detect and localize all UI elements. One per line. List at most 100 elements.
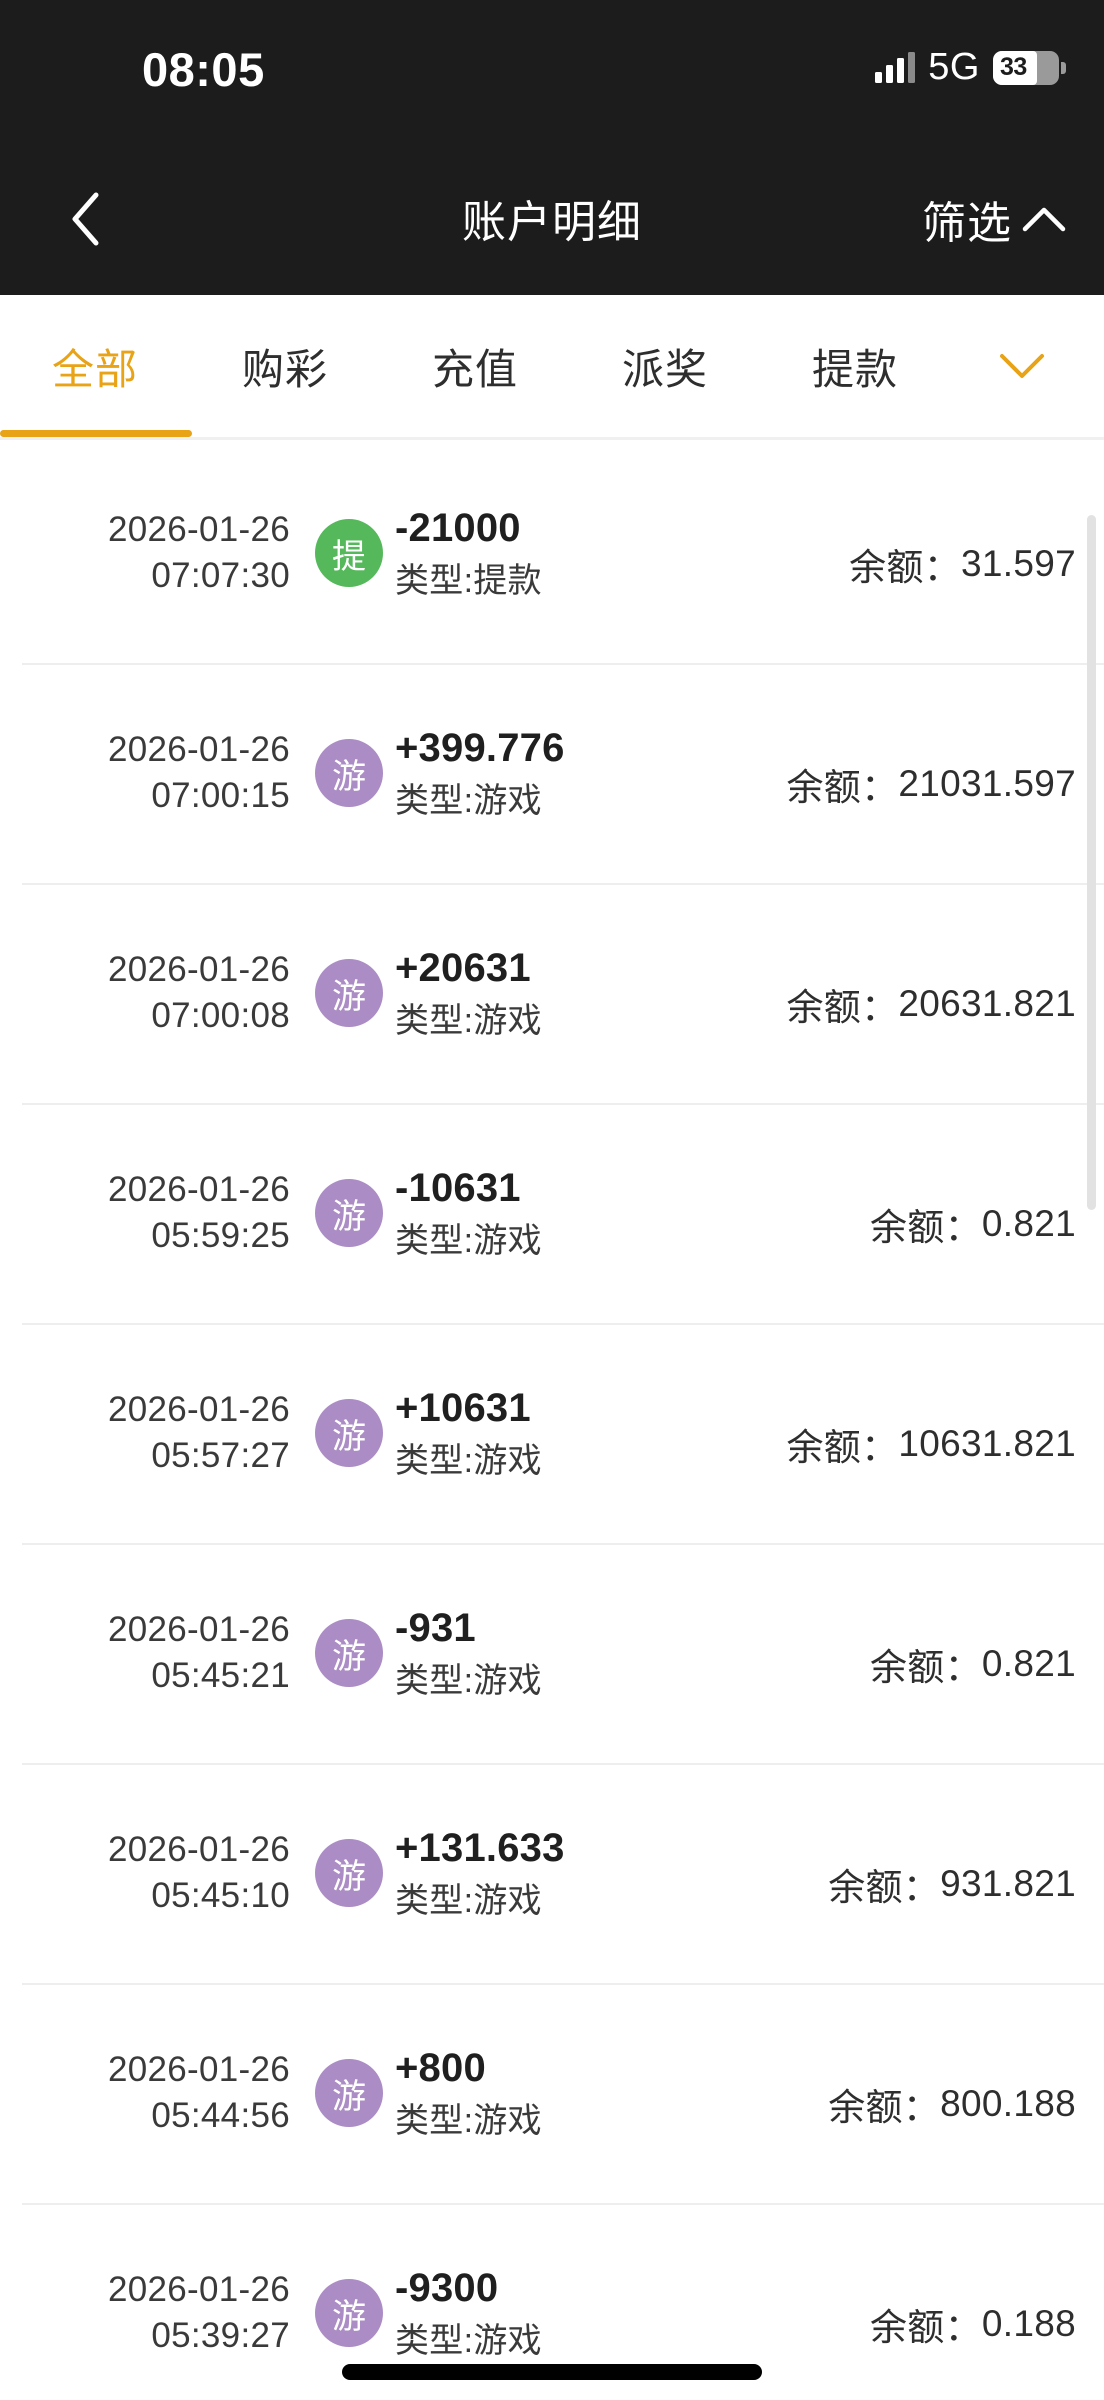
- app-header: 08:05 5G 33 账户明细 筛选: [0, 0, 1104, 295]
- transaction-balance: 余额： 21031.597: [725, 757, 1104, 811]
- filter-button[interactable]: 筛选: [922, 184, 1068, 254]
- balance-value: 800.188: [940, 2083, 1076, 2124]
- transaction-amount: +10631: [395, 1385, 531, 1430]
- table-row[interactable]: 2026-01-26 05:57:27 游 +10631 类型:游戏 余额： 1…: [0, 1323, 1104, 1543]
- transaction-date: 2026-01-26: [107, 729, 290, 769]
- balance-label: 余额：: [786, 767, 899, 808]
- balance-label: 余额：: [870, 1647, 982, 1688]
- signal-bars-icon: [875, 51, 916, 83]
- transaction-datetime: 2026-01-26 05:57:27: [0, 1387, 290, 1479]
- balance-value: 0.188: [981, 2303, 1076, 2344]
- table-row[interactable]: 2026-01-26 05:59:25 游 -10631 类型:游戏 余额： 0…: [0, 1103, 1104, 1323]
- status-indicators: 5G 33: [875, 46, 1066, 89]
- transaction-datetime: 2026-01-26 05:39:27: [0, 2267, 290, 2359]
- category-tab-bar: 全部 购彩 充值 派奖 提款: [0, 295, 1104, 440]
- chevron-up-icon: [1022, 207, 1066, 232]
- transaction-type-badge: 游: [315, 1619, 383, 1687]
- tab-list: 全部 购彩 充值 派奖 提款: [0, 295, 1104, 437]
- transaction-type-badge: 游: [315, 1179, 383, 1247]
- transaction-list[interactable]: 2026-01-26 07:07:30 提 -21000 类型:提款 余额： 3…: [0, 443, 1104, 2400]
- tab-all[interactable]: 全部: [51, 345, 138, 393]
- transaction-amount: +20631: [395, 945, 531, 990]
- back-button[interactable]: [50, 184, 120, 254]
- balance-value: 0.821: [981, 1203, 1076, 1244]
- transaction-main: -21000 类型:提款: [395, 503, 725, 603]
- navigation-bar: 账户明细 筛选: [0, 140, 1104, 295]
- tab-lottery-purchase[interactable]: 购彩: [241, 345, 328, 393]
- balance-value: 20631.821: [898, 983, 1076, 1024]
- chevron-left-icon: [72, 192, 99, 246]
- transaction-main: -9300 类型:游戏: [395, 2263, 725, 2363]
- transaction-time: 07:00:15: [151, 776, 290, 815]
- transaction-main: +399.776 类型:游戏: [395, 723, 725, 823]
- table-row[interactable]: 2026-01-26 05:45:10 游 +131.633 类型:游戏 余额：…: [0, 1763, 1104, 1983]
- table-row[interactable]: 2026-01-26 07:07:30 提 -21000 类型:提款 余额： 3…: [0, 443, 1104, 663]
- status-time: 08:05: [142, 43, 265, 96]
- tab-deposit[interactable]: 充值: [431, 345, 518, 393]
- tab-withdraw[interactable]: 提款: [811, 345, 898, 393]
- transaction-date: 2026-01-26: [107, 2049, 290, 2089]
- balance-label: 余额：: [828, 1867, 941, 1908]
- transaction-datetime: 2026-01-26 05:45:21: [0, 1607, 290, 1699]
- balance-value: 31.597: [961, 543, 1076, 584]
- active-tab-indicator: [0, 430, 192, 437]
- transaction-type-label: 类型:游戏: [395, 2321, 542, 2360]
- battery-icon: 33: [993, 50, 1066, 85]
- scrollbar-thumb[interactable]: [1087, 515, 1096, 1210]
- balance-label: 余额：: [870, 2307, 982, 2348]
- balance-label: 余额：: [786, 1427, 899, 1468]
- transaction-type-badge: 游: [315, 2279, 383, 2347]
- transaction-amount: +800: [395, 2045, 486, 2090]
- home-indicator[interactable]: [342, 2364, 762, 2380]
- transaction-datetime: 2026-01-26 07:07:30: [0, 507, 290, 599]
- tab-bar-divider: [0, 437, 1104, 440]
- transaction-date: 2026-01-26: [107, 1609, 290, 1649]
- table-row[interactable]: 2026-01-26 05:45:21 游 -931 类型:游戏 余额： 0.8…: [0, 1543, 1104, 1763]
- transaction-date: 2026-01-26: [107, 1829, 290, 1869]
- balance-label: 余额：: [870, 1207, 982, 1248]
- transaction-amount: -10631: [395, 1165, 521, 1210]
- transaction-type-label: 类型:游戏: [395, 1221, 542, 1260]
- balance-label: 余额：: [849, 547, 962, 588]
- tab-prize[interactable]: 派奖: [621, 345, 708, 393]
- transaction-type-badge: 游: [315, 739, 383, 807]
- table-row[interactable]: 2026-01-26 07:00:15 游 +399.776 类型:游戏 余额：…: [0, 663, 1104, 883]
- transaction-datetime: 2026-01-26 07:00:15: [0, 727, 290, 819]
- transaction-date: 2026-01-26: [107, 1169, 290, 1209]
- balance-label: 余额：: [786, 987, 899, 1028]
- transaction-balance: 余额： 20631.821: [725, 977, 1104, 1031]
- transaction-amount: -9300: [395, 2265, 499, 2310]
- transaction-amount: +131.633: [395, 1825, 565, 1870]
- transaction-type-badge: 提: [315, 519, 383, 587]
- transaction-amount: -21000: [395, 505, 521, 550]
- transaction-time: 07:07:30: [151, 556, 290, 595]
- transaction-date: 2026-01-26: [107, 509, 290, 549]
- transaction-main: +20631 类型:游戏: [395, 943, 725, 1043]
- table-row[interactable]: 2026-01-26 07:00:08 游 +20631 类型:游戏 余额： 2…: [0, 883, 1104, 1103]
- table-row[interactable]: 2026-01-26 05:39:27 游 -9300 类型:游戏 余额： 0.…: [0, 2203, 1104, 2400]
- transaction-balance: 余额： 0.821: [725, 1637, 1104, 1691]
- transaction-balance: 余额： 31.597: [725, 537, 1104, 591]
- transaction-type-label: 类型:游戏: [395, 1001, 542, 1040]
- transaction-type-badge: 游: [315, 2059, 383, 2127]
- transaction-type-label: 类型:提款: [395, 561, 542, 600]
- balance-value: 931.821: [940, 1863, 1076, 1904]
- table-row[interactable]: 2026-01-26 05:44:56 游 +800 类型:游戏 余额： 800…: [0, 1983, 1104, 2203]
- transaction-time: 05:45:21: [151, 1656, 290, 1695]
- page-title: 账户明细: [462, 197, 642, 247]
- transaction-type-label: 类型:游戏: [395, 781, 542, 820]
- transaction-time: 05:57:27: [151, 1436, 290, 1475]
- transaction-time: 07:00:08: [151, 996, 290, 1035]
- transaction-main: +131.633 类型:游戏: [395, 1823, 725, 1923]
- transaction-type-label: 类型:游戏: [395, 1441, 542, 1480]
- transaction-date: 2026-01-26: [107, 1389, 290, 1429]
- transaction-time: 05:59:25: [151, 1216, 290, 1255]
- balance-value: 0.821: [981, 1643, 1076, 1684]
- transaction-amount: -931: [395, 1605, 476, 1650]
- network-type-label: 5G: [928, 46, 980, 88]
- transaction-balance: 余额： 0.188: [725, 2297, 1104, 2351]
- transaction-datetime: 2026-01-26 05:44:56: [0, 2047, 290, 2139]
- tab-expand-button[interactable]: [950, 295, 1094, 437]
- transaction-type-badge: 游: [315, 1399, 383, 1467]
- transaction-datetime: 2026-01-26 05:45:10: [0, 1827, 290, 1919]
